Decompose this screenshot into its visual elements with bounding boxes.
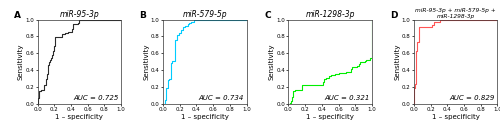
X-axis label: 1 – specificity: 1 – specificity (432, 114, 480, 120)
Y-axis label: Sensitivity: Sensitivity (144, 44, 150, 80)
Text: D: D (390, 11, 398, 20)
Text: AUC = 0.321: AUC = 0.321 (324, 95, 370, 101)
Text: C: C (265, 11, 272, 20)
Text: AUC = 0.734: AUC = 0.734 (198, 95, 244, 101)
Text: AUC = 0.725: AUC = 0.725 (74, 95, 118, 101)
Text: A: A (14, 11, 21, 20)
X-axis label: 1 – specificity: 1 – specificity (181, 114, 228, 120)
Text: AUC = 0.829: AUC = 0.829 (450, 95, 495, 101)
Y-axis label: Sensitivity: Sensitivity (394, 44, 400, 80)
Y-axis label: Sensitivity: Sensitivity (18, 44, 24, 80)
Title: miR-579-5p: miR-579-5p (182, 10, 227, 19)
Title: miR-1298-3p: miR-1298-3p (306, 10, 355, 19)
Title: miR-95-3p + miR-579-5p + miR-1298-3p: miR-95-3p + miR-579-5p + miR-1298-3p (416, 8, 496, 19)
Text: B: B (140, 11, 146, 20)
X-axis label: 1 – specificity: 1 – specificity (306, 114, 354, 120)
Y-axis label: Sensitivity: Sensitivity (269, 44, 275, 80)
X-axis label: 1 – specificity: 1 – specificity (56, 114, 104, 120)
Title: miR-95-3p: miR-95-3p (60, 10, 99, 19)
